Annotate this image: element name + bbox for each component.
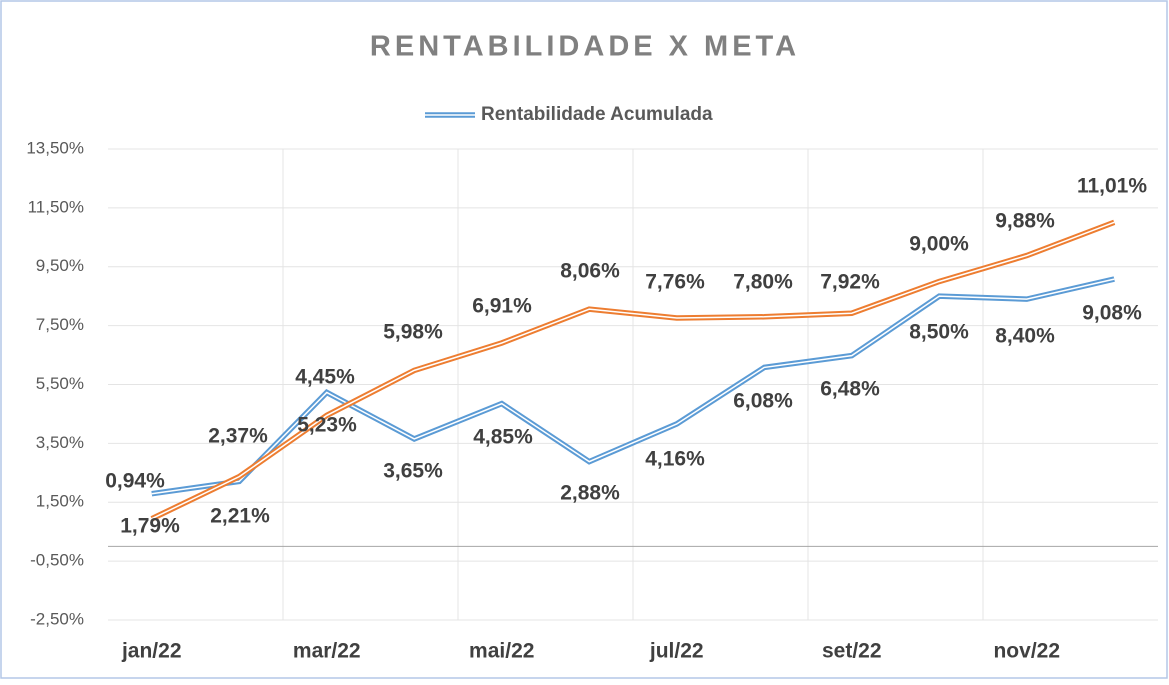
data-label: 9,88%	[995, 210, 1055, 233]
data-label: 11,01%	[1077, 175, 1147, 198]
data-label: 6,48%	[820, 378, 880, 401]
x-tick-label: jul/22	[649, 640, 704, 663]
x-tick-label: jan/22	[121, 640, 182, 663]
x-tick-label: mar/22	[293, 640, 361, 663]
data-label: 7,92%	[820, 271, 880, 294]
data-label: 4,16%	[645, 448, 705, 471]
y-tick-label: 3,50%	[36, 433, 84, 452]
data-label: 6,91%	[472, 295, 532, 318]
x-tick-label: mai/22	[469, 640, 534, 663]
data-label: 8,40%	[995, 325, 1055, 348]
y-tick-label: 11,50%	[28, 197, 84, 216]
data-label: 2,21%	[210, 505, 270, 528]
y-tick-label: 5,50%	[36, 374, 84, 393]
data-label: 2,37%	[208, 425, 268, 448]
data-label: 3,65%	[383, 460, 443, 483]
y-tick-label: 7,50%	[36, 315, 84, 334]
data-label: 5,23%	[297, 414, 357, 437]
series-line-inner	[151, 221, 1115, 520]
data-label: 9,08%	[1082, 302, 1142, 325]
data-label: 8,06%	[560, 260, 620, 283]
y-tick-label: 1,50%	[36, 492, 84, 511]
x-tick-label: set/22	[822, 640, 882, 663]
x-tick-label: nov/22	[993, 640, 1060, 663]
y-tick-label: 9,50%	[36, 256, 84, 275]
legend-label: Rentabilidade Acumulada	[481, 104, 713, 125]
data-label: 1,79%	[120, 515, 180, 538]
data-label: 4,85%	[473, 426, 533, 449]
data-label: 7,80%	[733, 271, 793, 294]
chart-title: RENTABILIDADE X META	[370, 31, 800, 63]
data-label: 4,45%	[295, 366, 355, 389]
y-tick-label: 13,50%	[26, 138, 84, 157]
data-label: 7,76%	[645, 271, 705, 294]
y-tick-label: -2,50%	[30, 609, 84, 628]
data-label: 9,00%	[909, 233, 969, 256]
data-label: 5,98%	[383, 321, 443, 344]
data-label: 8,50%	[909, 321, 969, 344]
data-label: 0,94%	[105, 470, 165, 493]
data-label: 2,88%	[560, 482, 620, 505]
series-line-inner	[151, 278, 1115, 495]
y-tick-label: -0,50%	[30, 551, 84, 570]
data-label: 6,08%	[733, 390, 793, 413]
